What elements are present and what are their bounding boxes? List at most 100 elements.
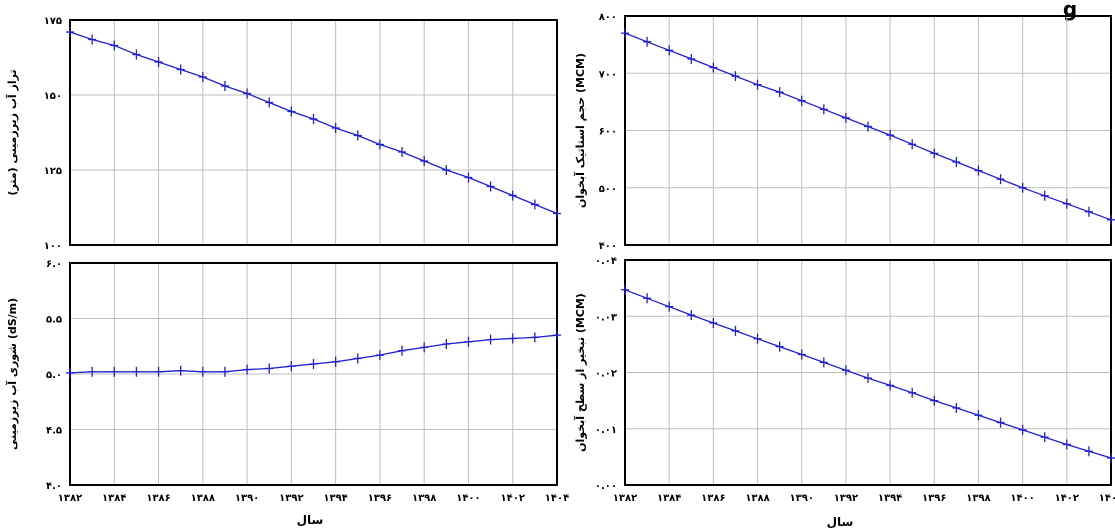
data-point bbox=[375, 350, 384, 361]
data-point bbox=[198, 366, 207, 377]
x-tick-label: ۱۳۹۶ bbox=[922, 493, 946, 504]
data-point bbox=[265, 97, 274, 108]
x-tick-label: ۱۳۹۰ bbox=[790, 493, 814, 504]
data-point bbox=[530, 332, 539, 343]
data-point bbox=[110, 40, 119, 51]
data-point bbox=[508, 333, 517, 344]
data-point bbox=[886, 130, 895, 141]
plot-frame bbox=[624, 15, 1112, 246]
y-tick-label: ۸۰۰ bbox=[599, 12, 617, 23]
data-point bbox=[930, 395, 939, 406]
data-point bbox=[553, 208, 561, 219]
y-tick-label: ۶.۰ bbox=[46, 259, 62, 270]
data-point bbox=[398, 345, 407, 356]
plot-frame bbox=[69, 19, 558, 246]
x-tick-label: ۱۳۹۰ bbox=[235, 493, 259, 504]
data-point bbox=[621, 284, 629, 295]
plot-frame bbox=[624, 259, 1112, 486]
x-tick-label: ۱۳۸۲ bbox=[58, 493, 82, 504]
y-tick-label: ۱۰۰ bbox=[44, 241, 62, 252]
data-point bbox=[753, 333, 762, 344]
y-tick-label: ۷۰۰ bbox=[599, 69, 617, 80]
data-point bbox=[1062, 439, 1071, 450]
data-point bbox=[841, 112, 850, 123]
data-point bbox=[908, 139, 917, 150]
data-point bbox=[464, 172, 473, 183]
y-tick-label: ۱۷۵ bbox=[44, 16, 62, 27]
y-tick-label: ۰.۰۰ bbox=[595, 481, 617, 492]
data-point bbox=[1084, 446, 1093, 457]
y-tick-label: ۰.۰۴ bbox=[595, 256, 617, 267]
data-point bbox=[775, 87, 784, 98]
y-tick-label: ۴.۵ bbox=[46, 426, 62, 437]
data-point bbox=[996, 417, 1005, 428]
x-tick-label: ۱۴۰۲ bbox=[1055, 493, 1079, 504]
chart-groundwater-level: ۱۰۰ ۱۲۵ ۱۵۰ ۱۷۵ تراز آب زیرزمینی (متر) bbox=[5, 16, 561, 252]
data-point bbox=[464, 336, 473, 347]
data-point bbox=[220, 81, 229, 91]
y-tick-label: ۶۰۰ bbox=[599, 127, 617, 138]
data-point bbox=[331, 356, 340, 367]
x-tick-label: ۱۳۸۴ bbox=[102, 493, 126, 504]
data-point bbox=[841, 365, 850, 376]
data-point bbox=[353, 353, 362, 364]
x-tick-label: ۱۳۹۸ bbox=[966, 493, 990, 504]
x-tick-label: ۱۳۹۴ bbox=[323, 493, 347, 504]
data-point bbox=[88, 34, 97, 45]
data-point bbox=[309, 359, 318, 370]
data-point bbox=[553, 330, 561, 341]
data-point bbox=[996, 174, 1005, 185]
data-point bbox=[331, 123, 340, 133]
data-point bbox=[110, 366, 119, 377]
x-tick-label: ۱۳۹۴ bbox=[878, 493, 902, 504]
x-tick-label: ۱۴۰۰ bbox=[456, 493, 480, 504]
data-point bbox=[731, 71, 740, 82]
data-point bbox=[486, 181, 495, 192]
y-tick-label: ۰.۰۲ bbox=[595, 369, 617, 380]
data-point bbox=[132, 49, 141, 60]
data-point bbox=[731, 325, 740, 336]
data-point bbox=[287, 106, 296, 117]
y-axis-label: حجم استاتیک آبخوان (MCM) bbox=[573, 53, 587, 208]
data-point bbox=[665, 45, 674, 56]
data-point bbox=[864, 121, 872, 132]
x-tick-label: ۱۳۹۶ bbox=[368, 493, 392, 504]
data-point bbox=[643, 293, 652, 304]
cut-title-fragment: g bbox=[1063, 0, 1077, 21]
data-point bbox=[375, 139, 384, 150]
data-point bbox=[643, 36, 652, 47]
x-axis-label-right: سال bbox=[827, 515, 854, 529]
data-point bbox=[353, 130, 362, 141]
x-tick-label: ۱۳۹۸ bbox=[412, 493, 436, 504]
data-point bbox=[797, 95, 806, 106]
data-point bbox=[154, 57, 163, 67]
data-point bbox=[442, 339, 451, 350]
y-tick-label: ۰.۰۱ bbox=[595, 425, 617, 436]
y-axis-label: شوری آب زیرزمینی (dS/m) bbox=[5, 298, 19, 450]
x-tick-label: ۱۴۰۴ bbox=[1099, 493, 1115, 504]
data-point bbox=[974, 410, 983, 421]
data-point bbox=[530, 199, 539, 210]
data-point bbox=[309, 114, 318, 124]
data-point bbox=[819, 104, 828, 115]
data-point bbox=[687, 53, 696, 64]
y-tick-label: ۰.۰۳ bbox=[595, 312, 617, 323]
data-point bbox=[886, 380, 895, 391]
data-point bbox=[398, 147, 407, 157]
data-point bbox=[1107, 453, 1115, 463]
data-point bbox=[420, 156, 429, 166]
data-point bbox=[486, 334, 495, 345]
x-tick-label: ۱۳۸۸ bbox=[745, 493, 769, 504]
chart-aquifer-evaporation: ۰.۰۰ ۰.۰۱ ۰.۰۲ ۰.۰۳ ۰.۰۴ تبخیر از سطح آبخوان … bbox=[573, 256, 1115, 504]
x-tick-label: ۱۳۸۸ bbox=[191, 493, 215, 504]
data-point bbox=[198, 72, 207, 82]
data-point bbox=[508, 190, 517, 201]
y-tick-label: ۱۲۵ bbox=[44, 166, 62, 177]
y-axis-label: تبخیر از سطح آبخوان (MCM) bbox=[573, 293, 587, 452]
data-point bbox=[974, 165, 983, 176]
chart-panels: ۱۰۰ ۱۲۵ ۱۵۰ ۱۷۵ تراز آب زیرزمینی (متر) ۴۰۰ ۵۰۰… bbox=[5, 12, 1115, 504]
data-point bbox=[243, 364, 252, 375]
data-point bbox=[665, 301, 674, 312]
data-point bbox=[621, 28, 629, 39]
data-point bbox=[176, 64, 185, 75]
